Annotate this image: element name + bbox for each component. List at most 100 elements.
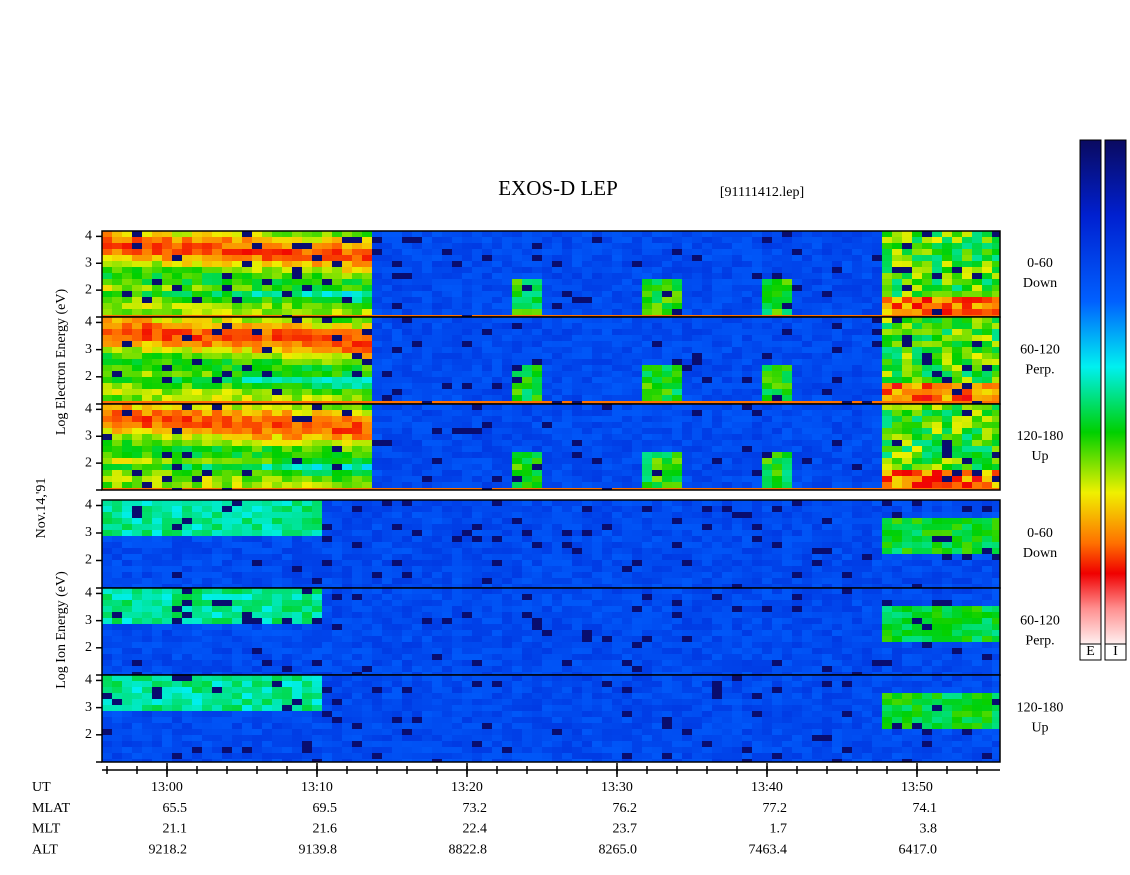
spectrogram-cell xyxy=(432,365,442,371)
spectrogram-cell xyxy=(602,584,612,588)
spectrogram-cell xyxy=(212,309,222,315)
spectrogram-cell xyxy=(652,464,662,470)
spectrogram-cell xyxy=(202,243,212,249)
spectrogram-cell xyxy=(112,309,122,315)
spectrogram-cell xyxy=(192,231,202,237)
spectrogram-cell xyxy=(782,371,792,377)
spectrogram-cell xyxy=(572,506,582,512)
spectrogram-cell xyxy=(662,416,672,422)
spectrogram-cell xyxy=(582,243,592,249)
spectrogram-cell xyxy=(782,255,792,261)
spectrogram-cell xyxy=(112,422,122,428)
spectrogram-cell xyxy=(972,231,982,237)
spectrogram-cell xyxy=(842,315,852,317)
spectrogram-cell xyxy=(322,428,332,434)
spectrogram-cell xyxy=(592,291,602,297)
spectrogram-cell xyxy=(112,395,122,401)
spectrogram-cell xyxy=(672,518,682,524)
spectrogram-cell xyxy=(602,470,612,476)
spectrogram-cell xyxy=(182,584,192,588)
spectrogram-cell xyxy=(942,371,952,377)
spectrogram-cell xyxy=(162,518,172,524)
spectrogram-cell xyxy=(402,422,412,428)
spectrogram-cell xyxy=(832,401,842,404)
spectrogram-cell xyxy=(652,524,662,530)
spectrogram-cell xyxy=(572,267,582,273)
spectrogram-cell xyxy=(362,309,372,315)
spectrogram-cell xyxy=(162,377,172,383)
spectrogram-cell xyxy=(462,446,472,452)
spectrogram-cell xyxy=(472,566,482,572)
spectrogram-cell xyxy=(492,554,502,560)
spectrogram-cell xyxy=(452,371,462,377)
spectrogram-cell xyxy=(592,404,602,410)
spectrogram-cell xyxy=(612,488,622,490)
spectrogram-cell xyxy=(552,297,562,303)
spectrogram-cell xyxy=(122,261,132,267)
spectrogram-cell xyxy=(362,500,372,506)
spectrogram-cell xyxy=(912,401,922,404)
spectrogram-cell xyxy=(292,303,302,309)
spectrogram-cell xyxy=(842,458,852,464)
spectrogram-cell xyxy=(892,416,902,422)
spectrogram-cell xyxy=(282,335,292,341)
spectrogram-cell xyxy=(562,347,572,353)
spectrogram-cell xyxy=(392,500,402,506)
spectrogram-cell xyxy=(652,273,662,279)
spectrogram-cell xyxy=(982,323,992,329)
spectrogram-cell xyxy=(102,410,112,416)
spectrogram-cell xyxy=(492,446,502,452)
spectrogram-cell xyxy=(842,323,852,329)
spectrogram-cell xyxy=(302,560,312,566)
spectrogram-cell xyxy=(902,329,912,335)
spectrogram-cell xyxy=(612,530,622,536)
spectrogram-cell xyxy=(322,267,332,273)
spectrogram-cell xyxy=(692,416,702,422)
spectrogram-cell xyxy=(792,335,802,341)
spectrogram-cell xyxy=(802,309,812,315)
spectrogram-cell xyxy=(432,285,442,291)
spectrogram-cell xyxy=(542,530,552,536)
spectrogram-cell xyxy=(362,401,372,404)
spectrogram-cell xyxy=(302,261,312,267)
spectrogram-cell xyxy=(902,470,912,476)
spectrogram-cell xyxy=(592,347,602,353)
spectrogram-cell xyxy=(652,416,662,422)
spectrogram-cell xyxy=(722,395,732,401)
spectrogram-cell xyxy=(152,395,162,401)
spectrogram-cell xyxy=(242,323,252,329)
spectrogram-cell xyxy=(622,506,632,512)
spectrogram-cell xyxy=(562,353,572,359)
spectrogram-cell xyxy=(552,243,562,249)
spectrogram-cell xyxy=(222,530,232,536)
spectrogram-cell xyxy=(722,470,732,476)
spectrogram-cell xyxy=(462,365,472,371)
spectrogram-cell xyxy=(202,401,212,404)
spectrogram-cell xyxy=(982,285,992,291)
spectrogram-cell xyxy=(892,291,902,297)
spectrogram-cell xyxy=(922,237,932,243)
spectrogram-cell xyxy=(722,377,732,383)
spectrogram-cell xyxy=(222,267,232,273)
spectrogram-cell xyxy=(412,315,422,317)
spectrogram-cell xyxy=(952,249,962,255)
spectrogram-cell xyxy=(412,249,422,255)
spectrogram-cell xyxy=(562,452,572,458)
spectrogram-cell xyxy=(242,317,252,323)
spectrogram-cell xyxy=(692,404,702,410)
spectrogram-cell xyxy=(302,554,312,560)
spectrogram-cell xyxy=(792,452,802,458)
spectrogram-cell xyxy=(902,404,912,410)
spectrogram-cell xyxy=(652,428,662,434)
spectrogram-cell xyxy=(332,237,342,243)
spectrogram-cell xyxy=(482,297,492,303)
spectrogram-cell xyxy=(222,440,232,446)
spectrogram-cell xyxy=(532,237,542,243)
spectrogram-cell xyxy=(982,317,992,323)
spectrogram-cell xyxy=(562,237,572,243)
spectrogram-cell xyxy=(952,317,962,323)
spectrogram-cell xyxy=(172,297,182,303)
spectrogram-cell xyxy=(292,458,302,464)
spectrogram-cell xyxy=(162,243,172,249)
spectrogram-cell xyxy=(572,518,582,524)
